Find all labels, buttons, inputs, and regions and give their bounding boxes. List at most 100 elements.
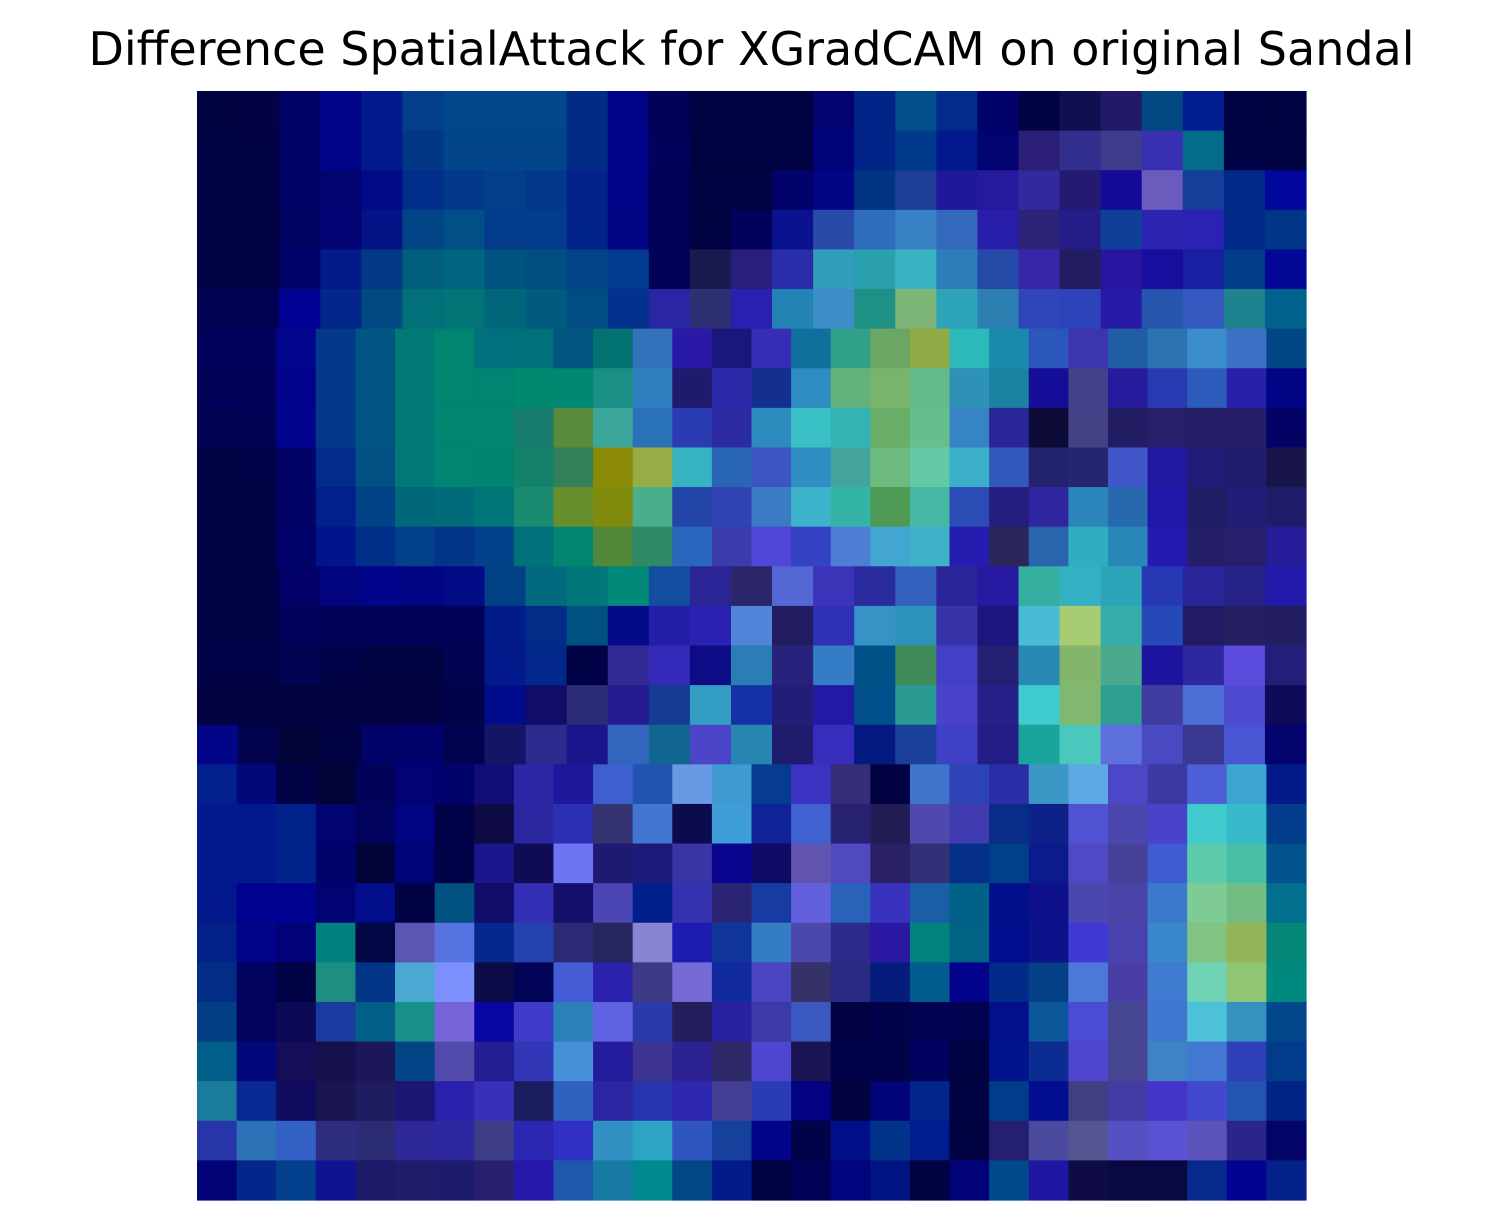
heatmap-cell-r0-c2 [279,91,321,132]
heatmap-cell-r14-c23 [1141,645,1184,686]
heatmap-cell-r10-c8 [513,487,555,528]
heatmap-cell-r22-c10 [593,962,634,1003]
heatmap-cell-r11-c11 [632,526,673,567]
heatmap-cell-r12-c9 [566,566,609,607]
heatmap-cell-r13-c17 [895,605,937,647]
heatmap-cell-r3-c7 [484,209,527,251]
heatmap-cell-r19-c17 [870,843,911,884]
heatmap-cell-r5-c22 [1100,289,1143,330]
heatmap-cell-r24-c27 [1266,1041,1307,1082]
heatmap-cell-r27-c17 [870,1160,911,1201]
heatmap-cell-r9-c0 [197,447,238,488]
heatmap-cell-r22-c7 [474,962,515,1003]
heatmap-cell-r24-c6 [434,1041,475,1082]
heatmap-cell-r20-c27 [1266,883,1307,924]
heatmap-cell-r22-c18 [909,962,951,1003]
heatmap-cell-r21-c13 [711,922,753,963]
heatmap-cell-r5-c18 [936,289,978,330]
heatmap-cell-r12-c11 [648,566,691,607]
heatmap-cell-r16-c11 [648,724,691,765]
heatmap-cell-r22-c8 [513,962,555,1003]
heatmap-cell-r24-c3 [315,1041,357,1082]
heatmap-cell-r22-c24 [1147,962,1188,1003]
heatmap-cell-r16-c8 [525,724,568,765]
heatmap-cell-r2-c21 [1059,170,1102,211]
heatmap-cell-r0-c17 [895,91,937,132]
heatmap-cell-r18-c5 [395,803,436,845]
heatmap-cell-r1-c22 [1100,130,1143,171]
heatmap-cell-r27-c9 [553,1160,594,1201]
heatmap-cell-r24-c2 [276,1041,317,1082]
heatmap-cell-r25-c6 [434,1081,475,1122]
heatmap-cell-r12-c10 [607,566,650,607]
heatmap-cell-r20-c5 [395,883,436,924]
heatmap-cell-r0-c1 [238,91,280,132]
heatmap-cell-r5-c4 [361,289,403,330]
heatmap-cell-r23-c0 [197,1001,238,1043]
heatmap-cell-r9-c5 [395,447,436,488]
heatmap-cell-r23-c18 [909,1001,951,1043]
heatmap-cell-r22-c19 [949,962,990,1003]
heatmap-cell-r17-c1 [236,764,277,805]
heatmap-cell-r4-c6 [443,249,486,290]
heatmap-cell-r12-c19 [977,566,1020,607]
heatmap-cell-r10-c7 [474,487,515,528]
heatmap-cell-r8-c13 [711,407,753,449]
heatmap-cell-r27-c1 [236,1160,277,1201]
heatmap-cell-r20-c3 [315,883,357,924]
heatmap-cell-r8-c11 [632,407,673,449]
heatmap-cell-r6-c4 [355,328,396,369]
heatmap-cell-r2-c15 [813,170,855,211]
heatmap-cell-r25-c20 [989,1081,1030,1122]
heatmap-cell-r22-c6 [434,962,475,1003]
heatmap-cell-r16-c9 [566,724,609,765]
heatmap-cell-r18-c23 [1107,803,1149,845]
heatmap-cell-r8-c16 [830,407,871,449]
heatmap-cell-r7-c2 [276,368,317,409]
heatmap-cell-r25-c4 [355,1081,396,1122]
heatmap-cell-r1-c9 [566,130,609,171]
heatmap-cell-r17-c10 [593,764,634,805]
heatmap-cell-r15-c13 [730,685,773,726]
heatmap-cell-r20-c10 [593,883,634,924]
heatmap-cell-r2-c9 [566,170,609,211]
heatmap-cell-r15-c26 [1264,685,1307,726]
heatmap-cell-r5-c9 [566,289,609,330]
heatmap-cell-r23-c10 [593,1001,634,1043]
heatmap-cell-r25-c24 [1147,1081,1188,1122]
heatmap-cell-r24-c20 [989,1041,1030,1082]
heatmap-cell-r18-c8 [513,803,555,845]
heatmap-cell-r2-c23 [1141,170,1184,211]
heatmap-cell-r1-c16 [854,130,896,171]
heatmap-cell-r20-c7 [474,883,515,924]
heatmap-cell-r10-c6 [434,487,475,528]
heatmap-cell-r17-c22 [1068,764,1109,805]
heatmap-cell-r10-c25 [1187,487,1228,528]
heatmap-cell-r6-c16 [830,328,871,369]
heatmap-cell-r17-c13 [711,764,753,805]
heatmap-cell-r3-c0 [197,209,239,251]
heatmap-cell-r2-c11 [648,170,691,211]
heatmap-cell-r9-c7 [474,447,515,488]
heatmap-cell-r27-c13 [711,1160,753,1201]
heatmap-cell-r15-c19 [977,685,1020,726]
heatmap-cell-r26-c2 [276,1120,317,1161]
heatmap-cell-r15-c6 [443,685,486,726]
heatmap-cell-r6-c21 [1028,328,1069,369]
heatmap-cell-r23-c6 [434,1001,475,1043]
heatmap-cell-r22-c13 [711,962,753,1003]
heatmap-cell-r9-c26 [1226,447,1267,488]
heatmap-cell-r24-c19 [949,1041,990,1082]
heatmap-cell-r18-c27 [1266,803,1307,845]
heatmap-cell-r24-c12 [672,1041,713,1082]
heatmap-cell-r10-c10 [593,487,634,528]
heatmap-cell-r20-c23 [1107,883,1149,924]
heatmap-cell-r4-c14 [772,249,814,290]
heatmap-cell-r23-c3 [315,1001,357,1043]
heatmap-cell-r1-c24 [1182,130,1225,171]
heatmap-cell-r20-c24 [1147,883,1188,924]
heatmap-cell-r15-c4 [361,685,403,726]
heatmap-cell-r1-c2 [279,130,321,171]
heatmap-cell-r6-c1 [236,328,277,369]
heatmap-cell-r5-c17 [895,289,937,330]
